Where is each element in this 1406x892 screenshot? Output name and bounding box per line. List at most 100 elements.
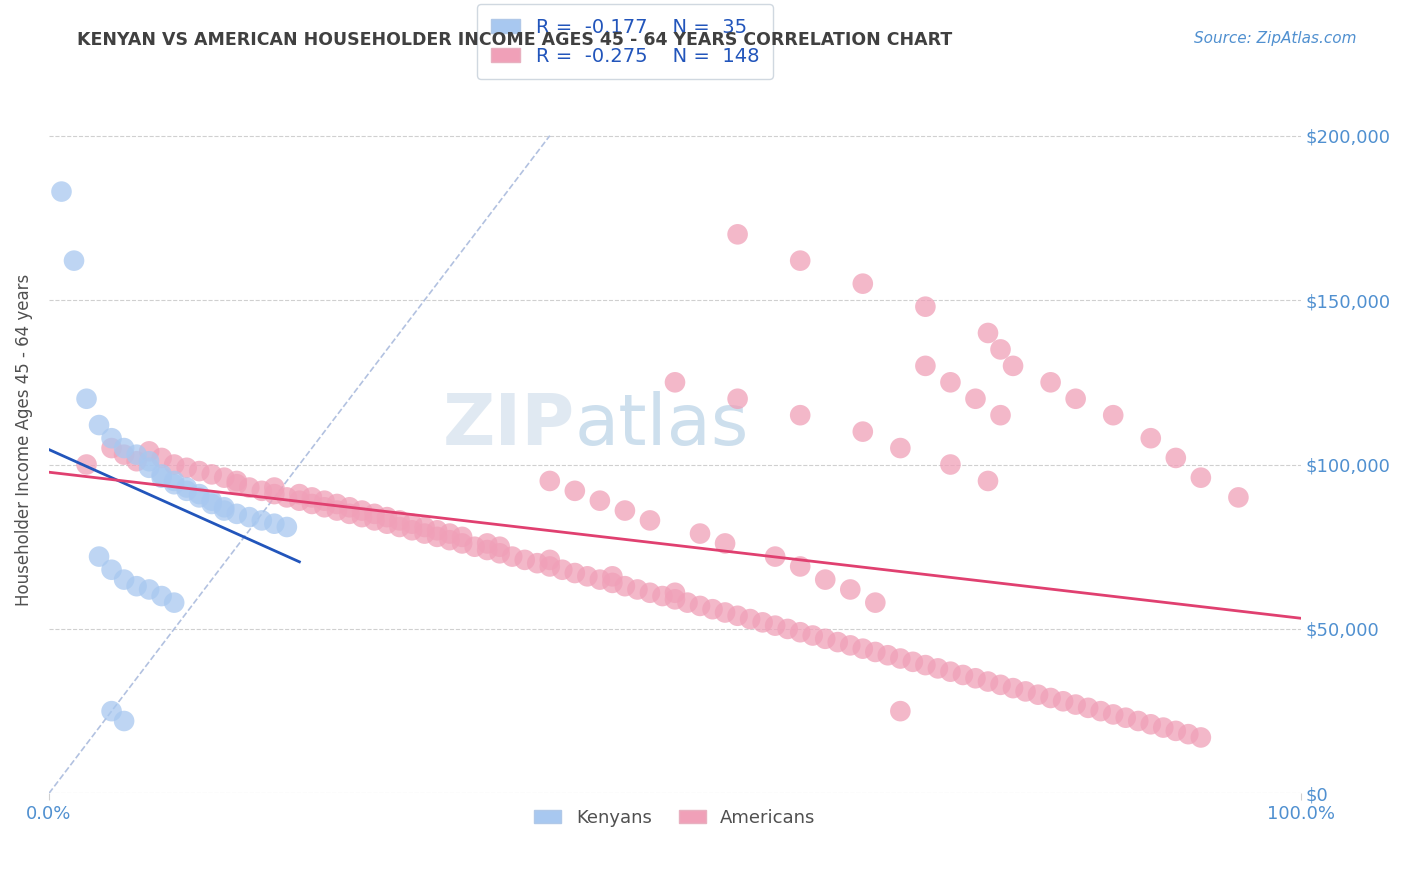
- Point: [426, 523, 449, 537]
- Point: [263, 516, 285, 531]
- Point: [87, 418, 110, 433]
- Point: [638, 586, 661, 600]
- Point: [977, 326, 1000, 340]
- Point: [1002, 359, 1025, 373]
- Point: [314, 493, 336, 508]
- Point: [125, 448, 148, 462]
- Point: [1052, 694, 1074, 708]
- Point: [789, 253, 811, 268]
- Point: [477, 543, 499, 558]
- Point: [125, 579, 148, 593]
- Point: [276, 491, 298, 505]
- Point: [1077, 701, 1099, 715]
- Point: [839, 582, 862, 597]
- Point: [250, 513, 273, 527]
- Point: [138, 460, 160, 475]
- Point: [576, 569, 599, 583]
- Point: [413, 526, 436, 541]
- Point: [477, 536, 499, 550]
- Point: [538, 553, 561, 567]
- Point: [839, 639, 862, 653]
- Point: [112, 441, 135, 455]
- Point: [865, 596, 887, 610]
- Point: [1189, 731, 1212, 745]
- Point: [664, 376, 686, 390]
- Point: [1189, 471, 1212, 485]
- Point: [1026, 688, 1049, 702]
- Point: [714, 606, 737, 620]
- Point: [1164, 723, 1187, 738]
- Point: [1102, 408, 1125, 422]
- Point: [176, 483, 198, 498]
- Point: [827, 635, 849, 649]
- Point: [439, 526, 461, 541]
- Point: [238, 510, 260, 524]
- Point: [501, 549, 523, 564]
- Point: [1128, 714, 1150, 728]
- Point: [214, 500, 236, 515]
- Point: [1039, 690, 1062, 705]
- Text: Source: ZipAtlas.com: Source: ZipAtlas.com: [1194, 31, 1357, 46]
- Point: [689, 599, 711, 613]
- Point: [564, 483, 586, 498]
- Text: KENYAN VS AMERICAN HOUSEHOLDER INCOME AGES 45 - 64 YEARS CORRELATION CHART: KENYAN VS AMERICAN HOUSEHOLDER INCOME AG…: [77, 31, 953, 49]
- Point: [112, 573, 135, 587]
- Point: [702, 602, 724, 616]
- Point: [727, 392, 749, 406]
- Point: [488, 546, 510, 560]
- Point: [676, 596, 699, 610]
- Legend: Kenyans, Americans: Kenyans, Americans: [527, 801, 823, 834]
- Point: [889, 704, 911, 718]
- Point: [1164, 450, 1187, 465]
- Point: [100, 431, 122, 445]
- Point: [952, 668, 974, 682]
- Point: [789, 559, 811, 574]
- Point: [176, 460, 198, 475]
- Point: [326, 503, 349, 517]
- Point: [613, 579, 636, 593]
- Point: [1152, 721, 1174, 735]
- Point: [977, 674, 1000, 689]
- Point: [100, 441, 122, 455]
- Point: [401, 523, 423, 537]
- Point: [375, 516, 398, 531]
- Point: [727, 608, 749, 623]
- Point: [76, 392, 98, 406]
- Point: [852, 425, 875, 439]
- Point: [263, 481, 285, 495]
- Point: [740, 612, 762, 626]
- Point: [876, 648, 898, 663]
- Point: [163, 596, 186, 610]
- Point: [112, 448, 135, 462]
- Point: [1115, 711, 1137, 725]
- Point: [1090, 704, 1112, 718]
- Point: [51, 185, 73, 199]
- Point: [638, 513, 661, 527]
- Point: [201, 467, 224, 482]
- Point: [150, 467, 173, 482]
- Point: [112, 714, 135, 728]
- Point: [914, 300, 936, 314]
- Point: [939, 376, 962, 390]
- Point: [426, 530, 449, 544]
- Point: [602, 569, 624, 583]
- Point: [613, 503, 636, 517]
- Point: [163, 458, 186, 472]
- Point: [375, 510, 398, 524]
- Point: [225, 477, 247, 491]
- Point: [513, 553, 536, 567]
- Point: [388, 520, 411, 534]
- Point: [1139, 717, 1161, 731]
- Point: [87, 549, 110, 564]
- Point: [852, 641, 875, 656]
- Point: [363, 513, 385, 527]
- Point: [965, 671, 987, 685]
- Point: [914, 359, 936, 373]
- Point: [263, 487, 285, 501]
- Point: [538, 559, 561, 574]
- Point: [727, 227, 749, 242]
- Point: [413, 520, 436, 534]
- Point: [965, 392, 987, 406]
- Point: [288, 487, 311, 501]
- Point: [125, 454, 148, 468]
